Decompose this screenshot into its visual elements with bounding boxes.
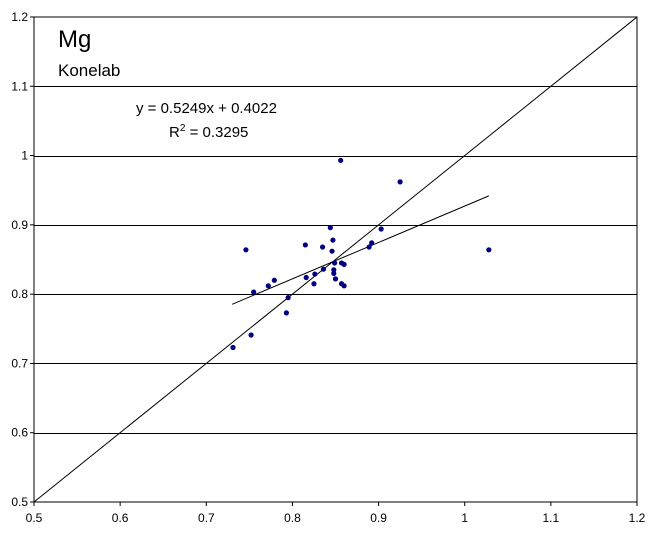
y-tick-label: 0.7 bbox=[11, 356, 28, 370]
data-point bbox=[397, 179, 403, 185]
data-point bbox=[330, 237, 336, 243]
chart-title: Mg bbox=[58, 26, 91, 53]
reference-lines bbox=[33, 16, 638, 503]
trendline-equation: y = 0.5249x + 0.4022 bbox=[136, 100, 277, 117]
identity-line bbox=[33, 16, 638, 503]
y-tick-label: 1 bbox=[21, 149, 28, 163]
data-point bbox=[327, 225, 333, 231]
data-point bbox=[319, 244, 326, 250]
y-tick-label: 1.2 bbox=[11, 10, 28, 24]
r-squared-superscript: 2 bbox=[180, 123, 186, 134]
x-tick-label: 1.1 bbox=[543, 511, 560, 525]
x-tick-label: 0.6 bbox=[112, 511, 129, 525]
data-point bbox=[369, 240, 375, 246]
data-point bbox=[329, 248, 335, 254]
r-squared-symbol: R bbox=[169, 124, 180, 141]
x-tick-label: 1.2 bbox=[629, 511, 646, 525]
r-squared-label: R2 = 0.3295 bbox=[169, 123, 248, 141]
data-point bbox=[243, 247, 249, 253]
data-point bbox=[302, 242, 308, 248]
x-tick-label: 0.8 bbox=[284, 511, 301, 525]
data-point bbox=[320, 266, 327, 272]
data-point bbox=[265, 283, 271, 289]
x-tick-label: 1 bbox=[461, 511, 468, 525]
data-point bbox=[332, 260, 338, 266]
y-tick-label: 0.9 bbox=[11, 218, 28, 232]
data-point bbox=[338, 157, 344, 164]
data-point bbox=[271, 277, 277, 283]
chart-subtitle: Konelab bbox=[58, 61, 120, 80]
x-tick-label: 0.7 bbox=[198, 511, 215, 525]
y-tick-label: 1.1 bbox=[11, 79, 28, 93]
data-point bbox=[366, 244, 372, 250]
grid-lines bbox=[34, 86, 637, 434]
data-point bbox=[312, 271, 318, 277]
data-point bbox=[341, 283, 347, 289]
y-tick-label: 0.5 bbox=[11, 495, 28, 509]
r-squared-value: = 0.3295 bbox=[185, 124, 248, 141]
data-point bbox=[248, 332, 254, 338]
data-point bbox=[303, 274, 309, 281]
data-point bbox=[285, 295, 291, 301]
data-point bbox=[486, 247, 492, 253]
data-points bbox=[230, 157, 492, 351]
data-point bbox=[230, 344, 236, 351]
plot-border bbox=[33, 16, 638, 503]
y-axis-tick-labels: 0.5 0.6 0.7 0.8 0.9 1 1.1 1.2 bbox=[11, 10, 34, 509]
data-point bbox=[332, 276, 339, 282]
y-tick-label: 0.8 bbox=[11, 287, 28, 301]
data-point bbox=[331, 267, 337, 273]
data-point bbox=[311, 281, 317, 287]
data-point bbox=[251, 289, 257, 295]
x-axis-tick-labels: 0.5 0.6 0.7 0.8 0.9 1 1.1 1.2 bbox=[26, 502, 646, 525]
x-tick-label: 0.9 bbox=[370, 511, 387, 525]
y-tick-label: 0.6 bbox=[11, 426, 28, 440]
data-point bbox=[378, 226, 384, 232]
x-tick-label: 0.5 bbox=[26, 511, 43, 525]
data-point bbox=[341, 261, 347, 267]
trendline bbox=[231, 195, 490, 305]
data-point bbox=[283, 310, 289, 316]
